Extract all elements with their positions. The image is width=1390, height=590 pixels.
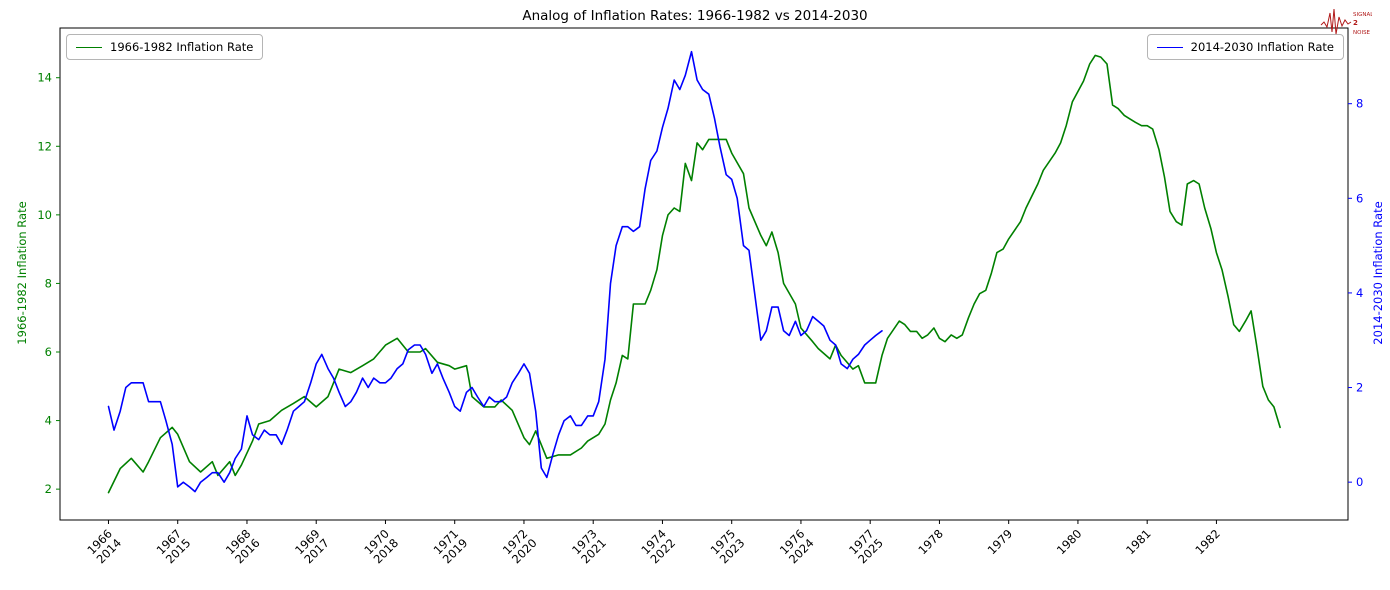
x-axis-tick-label: 1980 [1054,527,1085,558]
svg-text:1981: 1981 [1123,527,1154,558]
series-line-inflation-1966-1982 [107,54,1281,494]
signal2noise-logo: SIGNAL 2 NOISE [1320,5,1374,41]
right-axis-label: 2014-2030 Inflation Rate [1371,201,1385,345]
left-axis-tick-label: 14 [37,71,52,85]
signal2noise-waveform-icon: SIGNAL 2 NOISE [1320,8,1374,36]
logo-text-2: 2 [1353,19,1358,27]
svg-text:1982: 1982 [1192,527,1223,558]
right-axis-tick-label: 8 [1356,97,1363,111]
left-axis-tick-label: 6 [45,345,52,359]
right-axis-tick-label: 6 [1356,191,1363,205]
series-line-inflation-2014-2030 [107,50,883,493]
legend-2014-2030: 2014-2030 Inflation Rate [1146,34,1344,60]
legend-blue-line-sample [1156,46,1183,48]
x-axis-tick-label: 1979 [985,527,1016,558]
x-axis-tick-label: 1978 [915,527,946,558]
logo-text-noise: NOISE [1353,30,1371,36]
left-axis-tick-label: 4 [45,414,52,428]
svg-text:1980: 1980 [1054,527,1085,558]
left-axis-tick-label: 10 [37,208,52,222]
right-axis-tick-label: 4 [1356,286,1363,300]
svg-text:1979: 1979 [985,527,1016,558]
legend-1966-1982-label: 1966-1982 Inflation Rate [110,40,254,54]
left-axis-label: 1966-1982 Inflation Rate [15,201,29,345]
plot-border [59,27,1349,521]
left-axis-tick-label: 2 [45,482,52,496]
chart-title: Analog of Inflation Rates: 1966-1982 vs … [522,8,868,24]
logo-text-signal: SIGNAL [1353,12,1372,18]
right-axis-tick-label: 0 [1356,475,1363,489]
legend-2014-2030-label: 2014-2030 Inflation Rate [1190,40,1334,54]
x-axis-tick-label: 1982 [1192,527,1223,558]
svg-text:1978: 1978 [915,527,946,558]
legend-1966-1982: 1966-1982 Inflation Rate [66,34,264,60]
right-axis-tick-label: 2 [1356,381,1363,395]
left-axis-tick-label: 8 [45,276,52,290]
legend-green-line-sample [76,46,102,48]
left-axis-tick-label: 12 [37,139,52,153]
x-axis-tick-label: 1981 [1123,527,1154,558]
